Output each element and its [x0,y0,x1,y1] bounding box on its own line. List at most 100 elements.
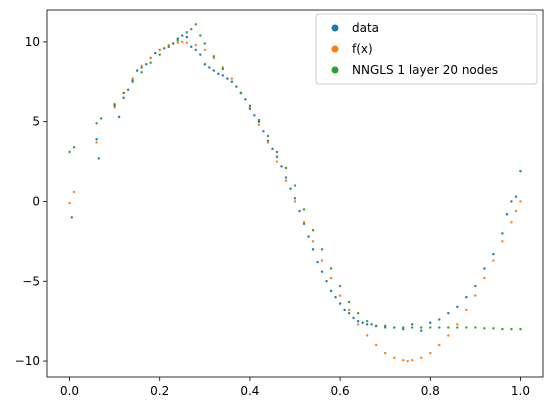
series-0-point-69 [447,311,450,315]
series-1-point-49 [510,221,513,224]
series-0-point-2 [97,157,101,160]
series-0-point-19 [185,35,188,39]
series-1-point-50 [514,209,518,213]
series-2-point-18 [221,67,225,71]
series-0-point-8 [135,69,139,72]
series-0-point-23 [203,63,207,66]
series-0-point-4 [117,115,121,119]
series-0-point-38 [271,147,274,151]
series-1-point-5 [131,77,134,80]
series-0-point-0 [70,216,74,219]
series-1-point-1 [72,190,76,194]
legend-marker-data [331,24,339,32]
series-2-point-26 [293,184,297,187]
series-0-point-53 [338,302,342,305]
series-2-point-49 [501,327,504,331]
series-0-point-43 [293,197,297,200]
series-1-point-13 [194,43,197,47]
series-2-point-11 [176,39,179,42]
series-2-point-16 [203,42,207,45]
series-2-point-5 [122,91,125,95]
series-1-point-17 [230,77,234,80]
series-2-point-13 [190,27,193,31]
y-tick-label-1: −5 [22,274,40,288]
series-2 [68,23,522,331]
series-0-point-44 [298,209,301,213]
series-1-point-24 [293,200,297,203]
series-0-point-16 [172,42,175,45]
series-0-point-10 [145,63,148,66]
legend-label-data: data [352,21,379,35]
y-axis: −10 −5 0 5 10 [15,35,47,368]
series-2-point-34 [365,319,369,323]
series-1-point-10 [176,41,179,44]
series-1-point-6 [140,64,143,68]
series-1-point-43 [456,323,459,326]
series-1-point-40 [429,351,432,355]
series-0-point-65 [411,323,414,326]
series-1-point-3 [113,106,116,109]
series-1-point-37 [406,359,409,363]
series-2-point-23 [266,134,270,138]
series-2-point-10 [167,45,170,48]
series-1-point-51 [519,200,522,203]
series-2-point-42 [438,326,441,329]
series-1-point-0 [68,201,71,205]
series-1-point-38 [411,359,414,362]
series-0-point-57 [356,319,360,323]
series-2-point-35 [374,324,378,328]
series-1-point-21 [266,141,270,144]
series-2-point-14 [194,23,197,26]
series-0-point-60 [370,323,373,326]
series-1-point-33 [374,343,378,347]
series-0-point-70 [456,305,459,308]
series-1-point-14 [203,48,207,52]
series-0-point-55 [347,311,351,315]
series-1-point-11 [181,40,184,44]
series-0-point-67 [429,321,432,324]
series-2-point-2 [95,122,98,125]
series-0-point-76 [505,213,509,216]
series-0-point-36 [262,130,265,133]
series-0-point-47 [311,248,315,251]
series-1-point-42 [447,334,450,337]
x-tick-label-0: 0.0 [60,384,79,398]
series-2-point-7 [140,71,143,74]
series-0-point-49 [320,270,324,273]
legend-label-fx: f(x) [352,42,373,56]
series-0-point-30 [235,85,238,88]
series-1-point-48 [501,240,504,243]
x-tick-label-3: 0.6 [331,384,350,398]
series-2-point-32 [347,300,351,304]
series-2-point-29 [320,248,324,251]
series-2-point-12 [185,31,188,34]
series-2-point-27 [302,208,306,211]
series-0-point-48 [316,260,319,264]
series-0-point-56 [352,316,355,320]
series-0-point-26 [217,72,220,76]
series-0-point-68 [438,318,441,321]
legend-box [315,13,538,85]
series-2-point-41 [429,326,432,329]
series-2-point-28 [311,229,315,232]
series-0-point-75 [501,232,504,235]
series-1-point-2 [95,141,98,144]
series-2-point-25 [284,166,288,170]
series-2-point-21 [248,104,252,107]
series-0-point-78 [514,195,518,198]
series-1-point-12 [185,41,188,44]
series-0-point-41 [284,176,288,179]
series-1-point-35 [393,356,396,360]
legend: data f(x) NNGLS 1 layer 20 nodes [315,13,538,85]
series-0-point-42 [289,187,292,190]
plot-frame [46,9,544,378]
x-tick-label-2: 0.4 [240,384,259,398]
series-layer [68,23,522,363]
series-1-point-22 [275,160,279,163]
series-0-point-14 [163,47,166,50]
series-2-point-38 [402,326,405,329]
x-axis: 0.0 0.2 0.4 0.6 0.8 1.0 [60,377,530,398]
legend-marker-nngls [331,66,339,74]
series-1-point-45 [474,294,477,297]
